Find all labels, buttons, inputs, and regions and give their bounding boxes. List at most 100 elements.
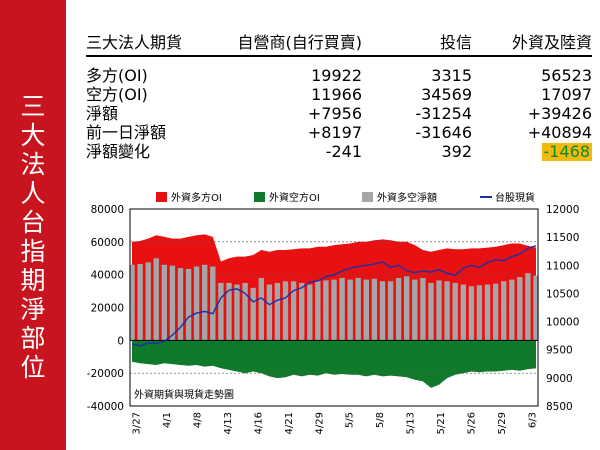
x-axis-tick: 3/27: [132, 412, 143, 434]
right-axis-tick: 10000: [546, 317, 579, 329]
net-bar: [290, 281, 297, 341]
net-bar: [363, 279, 369, 341]
trust-value: 34569: [421, 85, 472, 104]
net-bar: [371, 278, 378, 341]
net-bar: [395, 277, 402, 341]
header-category: 三大法人期貨: [86, 32, 214, 57]
x-axis-tick: 4/29: [314, 412, 325, 434]
dealer-value: +8197: [307, 123, 362, 142]
foreign-net-change-highlight: -1468: [541, 142, 592, 161]
summary-row-long: 多方(OI) 19922 3315 56523: [86, 66, 592, 85]
net-bar: [145, 262, 151, 341]
net-bar: [299, 282, 305, 341]
net-bar: [282, 281, 289, 341]
net-bar: [137, 264, 143, 341]
row-label: 前一日淨額: [86, 123, 167, 142]
foreign-value-cell: -1468: [472, 142, 592, 161]
left-axis-tick: 60000: [91, 237, 124, 249]
x-axis-tick: 4/21: [284, 412, 295, 434]
dealer-value: +7956: [307, 104, 362, 123]
net-bar: [202, 264, 208, 341]
row-label: 空方(OI): [86, 85, 148, 104]
sidebar-title-char: 部: [20, 324, 46, 353]
short-oi-area: [132, 340, 536, 388]
x-axis-tick: 5/5: [345, 412, 356, 428]
x-axis-tick: 5/29: [497, 412, 508, 434]
header-trust: 投信: [362, 32, 472, 57]
right-axis-tick: 11000: [546, 260, 579, 272]
legend-swatch-2: [254, 192, 265, 202]
net-bar: [509, 279, 515, 341]
net-bar: [210, 266, 216, 341]
legend-label-4: 台股現貨: [495, 191, 535, 204]
header-foreign: 外資及陸資: [472, 32, 592, 57]
net-bar: [185, 268, 192, 341]
spot-index-line: [131, 244, 537, 347]
row-label: 淨額變化: [86, 142, 151, 161]
sidebar-title-char: 期: [20, 266, 46, 295]
sidebar-title-char: 淨: [20, 295, 46, 324]
net-bar: [476, 285, 483, 341]
trust-value: -31646: [415, 123, 472, 142]
net-bar: [169, 265, 176, 341]
foreign-value: 17097: [541, 85, 592, 104]
net-bar: [250, 287, 256, 341]
left-axis-tick: 0: [117, 335, 124, 347]
x-axis-tick: 4/13: [223, 412, 234, 434]
net-bar: [387, 281, 394, 341]
net-bar: [161, 264, 167, 341]
trust-value: 3315: [431, 66, 472, 85]
net-bar: [484, 284, 491, 341]
net-bar: [218, 282, 224, 341]
summary-row-prev-net: 前一日淨額 +8197 -31646 +40894: [86, 123, 592, 142]
summary-row-net: 淨額 +7956 -31254 +39426: [86, 104, 592, 123]
left-axis-tick: 20000: [91, 303, 124, 315]
net-bar: [436, 280, 442, 341]
legend-swatch-1: [156, 192, 167, 202]
legend-swatch-3: [362, 192, 373, 202]
x-axis-tick: 4/1: [162, 412, 173, 428]
summary-table: 三大法人期貨 自營商(自行買賣) 投信 外資及陸資 多方(OI) 19922 3…: [86, 32, 592, 161]
net-bar: [258, 277, 264, 341]
net-bar: [315, 281, 321, 341]
x-axis-tick: 5/26: [467, 412, 478, 434]
net-bar: [331, 279, 337, 341]
right-axis-tick: 9000: [546, 373, 573, 385]
net-bar: [226, 282, 232, 341]
foreign-value: 56523: [541, 66, 592, 85]
chart-annotation: 外資期貨與現貨走勢圖: [134, 388, 234, 401]
net-bar: [420, 277, 426, 341]
plot-frame: [129, 208, 539, 407]
sidebar-title-char: 位: [20, 353, 46, 382]
net-bar: [339, 277, 345, 341]
net-bar: [266, 284, 273, 341]
foreign-futures-chart: 外資多方OI 外資空方OI 外資多空淨額 台股現貨 -40000 -20000 0 20000…: [87, 191, 580, 435]
net-bar: [234, 284, 240, 341]
row-label: 淨額: [86, 104, 119, 123]
net-bar: [460, 284, 466, 341]
header-dealer: 自營商(自行買賣): [214, 32, 362, 57]
x-axis-tick: 5/21: [436, 412, 447, 434]
net-bar: [323, 280, 329, 341]
net-bar: [193, 266, 200, 341]
row-label: 多方(OI): [86, 66, 148, 85]
net-bar: [517, 277, 523, 341]
legend-label-1: 外資多方OI: [171, 191, 222, 204]
net-bar: [412, 279, 418, 341]
summary-header-row: 三大法人期貨 自營商(自行買賣) 投信 外資及陸資: [86, 32, 592, 57]
trust-value: -31254: [415, 104, 472, 123]
legend-label-3: 外資多空淨額: [377, 191, 437, 204]
net-bar: [525, 273, 531, 341]
x-axis-tick: 5/13: [406, 412, 417, 434]
sidebar-title-char: 人: [20, 179, 46, 208]
summary-row-net-change: 淨額變化 -241 392 -1468: [86, 142, 592, 161]
net-bar: [307, 284, 313, 341]
sidebar-title-char: 台: [20, 208, 46, 237]
dealer-value: 11966: [311, 85, 362, 104]
net-bar: [533, 275, 539, 341]
foreign-value: +40894: [527, 123, 592, 142]
sidebar-title-char: 法: [20, 150, 46, 179]
net-bar: [153, 258, 159, 341]
net-bar: [501, 281, 507, 341]
right-axis-tick: 12000: [546, 204, 579, 216]
